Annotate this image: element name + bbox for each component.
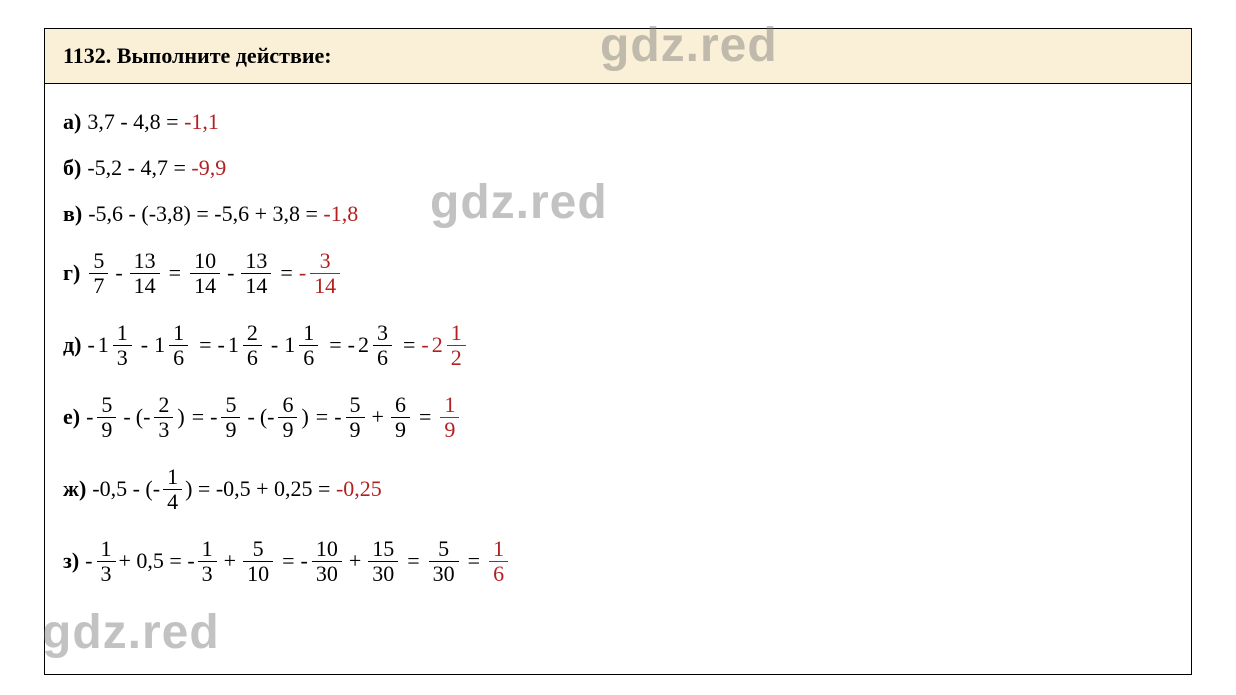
- label-d: д): [63, 332, 81, 358]
- exercise-box: 1132. Выполните действие: а) 3,7 - 4,8 =…: [44, 28, 1192, 675]
- line-z: з) - 13 + 0,5 = - 13 + 510 = - 1030 + 15…: [63, 534, 1173, 588]
- neg: -: [421, 332, 428, 358]
- frac: 69: [278, 393, 297, 440]
- frac: 1314: [241, 249, 271, 296]
- frac: 1314: [130, 249, 160, 296]
- result-v: -1,8: [323, 201, 358, 227]
- frac: 59: [221, 393, 240, 440]
- plus: +: [372, 404, 384, 430]
- exercise-number: 1132.: [63, 43, 111, 68]
- rparen: ): [301, 404, 308, 430]
- frac: 530: [429, 537, 459, 584]
- expr-a: 3,7 - 4,8 =: [87, 109, 184, 135]
- frac: 23: [154, 393, 173, 440]
- exercise-header: 1132. Выполните действие:: [45, 29, 1191, 84]
- equals: =: [403, 332, 415, 358]
- expr-mid: ) = -0,5 + 0,25 =: [185, 476, 336, 502]
- line-d: д) - 113 - 116 = - 126 - 116 = - 236 = -…: [63, 318, 1173, 372]
- minus: -: [247, 404, 254, 430]
- frac: 510: [243, 537, 273, 584]
- frac-result: 19: [440, 393, 459, 440]
- frac: 13: [198, 537, 217, 584]
- plus-text: + 0,5 = -: [119, 548, 195, 574]
- minus: -: [271, 332, 278, 358]
- frac: 59: [346, 393, 365, 440]
- neg: -: [334, 404, 341, 430]
- neg: -: [299, 260, 306, 286]
- equals: =: [199, 332, 211, 358]
- frac: 57: [89, 249, 108, 296]
- exercise-content: а) 3,7 - 4,8 = -1,1 б) -5,2 - 4,7 = -9,9…: [45, 84, 1191, 616]
- mixed: 113: [98, 321, 135, 368]
- neg: -: [348, 332, 355, 358]
- result-zh: -0,25: [336, 476, 382, 502]
- rparen: ): [177, 404, 184, 430]
- equals: =: [169, 260, 181, 286]
- neg: -: [86, 404, 93, 430]
- frac-result: 314: [310, 249, 340, 296]
- label-e: е): [63, 404, 80, 430]
- neg: -: [300, 548, 307, 574]
- line-g: г) 57 - 1314 = 1014 - 1314 = - 314: [63, 246, 1173, 300]
- frac: 1530: [368, 537, 398, 584]
- expr-v: -5,6 - (-3,8) = -5,6 + 3,8 =: [88, 201, 323, 227]
- equals: =: [280, 260, 292, 286]
- lparen: (-: [136, 404, 151, 430]
- mixed: 116: [154, 321, 191, 368]
- minus: -: [141, 332, 148, 358]
- frac: 13: [97, 537, 116, 584]
- line-zh: ж) -0,5 - (- 14 ) = -0,5 + 0,25 = -0,25: [63, 462, 1173, 516]
- label-z: з): [63, 548, 79, 574]
- label-b: б): [63, 155, 81, 181]
- mixed: 126: [228, 321, 265, 368]
- minus: -: [227, 260, 234, 286]
- neg: -: [87, 332, 94, 358]
- neg: -: [218, 332, 225, 358]
- lparen: (-: [260, 404, 275, 430]
- equals: =: [329, 332, 341, 358]
- equals: =: [419, 404, 431, 430]
- equals: =: [468, 548, 480, 574]
- minus: -: [123, 404, 130, 430]
- line-b: б) -5,2 - 4,7 = -9,9: [63, 154, 1173, 182]
- frac: 59: [97, 393, 116, 440]
- equals: =: [282, 548, 294, 574]
- result-b: -9,9: [191, 155, 226, 181]
- equals: =: [316, 404, 328, 430]
- line-v: в) -5,6 - (-3,8) = -5,6 + 3,8 = -1,8: [63, 200, 1173, 228]
- label-v: в): [63, 201, 82, 227]
- frac: 1014: [190, 249, 220, 296]
- neg: -: [85, 548, 92, 574]
- line-e: е) - 59 - (- 23 ) = - 59 - (- 69 ) = - 5…: [63, 390, 1173, 444]
- mixed: 236: [358, 321, 395, 368]
- frac: 1030: [312, 537, 342, 584]
- minus: -: [115, 260, 122, 286]
- exercise-title: Выполните действие:: [117, 43, 332, 68]
- label-g: г): [63, 260, 80, 286]
- equals: =: [192, 404, 204, 430]
- equals: =: [407, 548, 419, 574]
- plus: +: [224, 548, 236, 574]
- frac: 14: [163, 465, 182, 512]
- mixed: 116: [284, 321, 321, 368]
- result-a: -1,1: [184, 109, 219, 135]
- expr-b: -5,2 - 4,7 =: [87, 155, 191, 181]
- label-a: а): [63, 109, 81, 135]
- line-a: а) 3,7 - 4,8 = -1,1: [63, 108, 1173, 136]
- mixed-result: 212: [432, 321, 469, 368]
- neg: -: [210, 404, 217, 430]
- plus: +: [349, 548, 361, 574]
- label-zh: ж): [63, 476, 86, 502]
- frac: 69: [391, 393, 410, 440]
- expr-pre: -0,5 - (-: [92, 476, 160, 502]
- frac-result: 16: [489, 537, 508, 584]
